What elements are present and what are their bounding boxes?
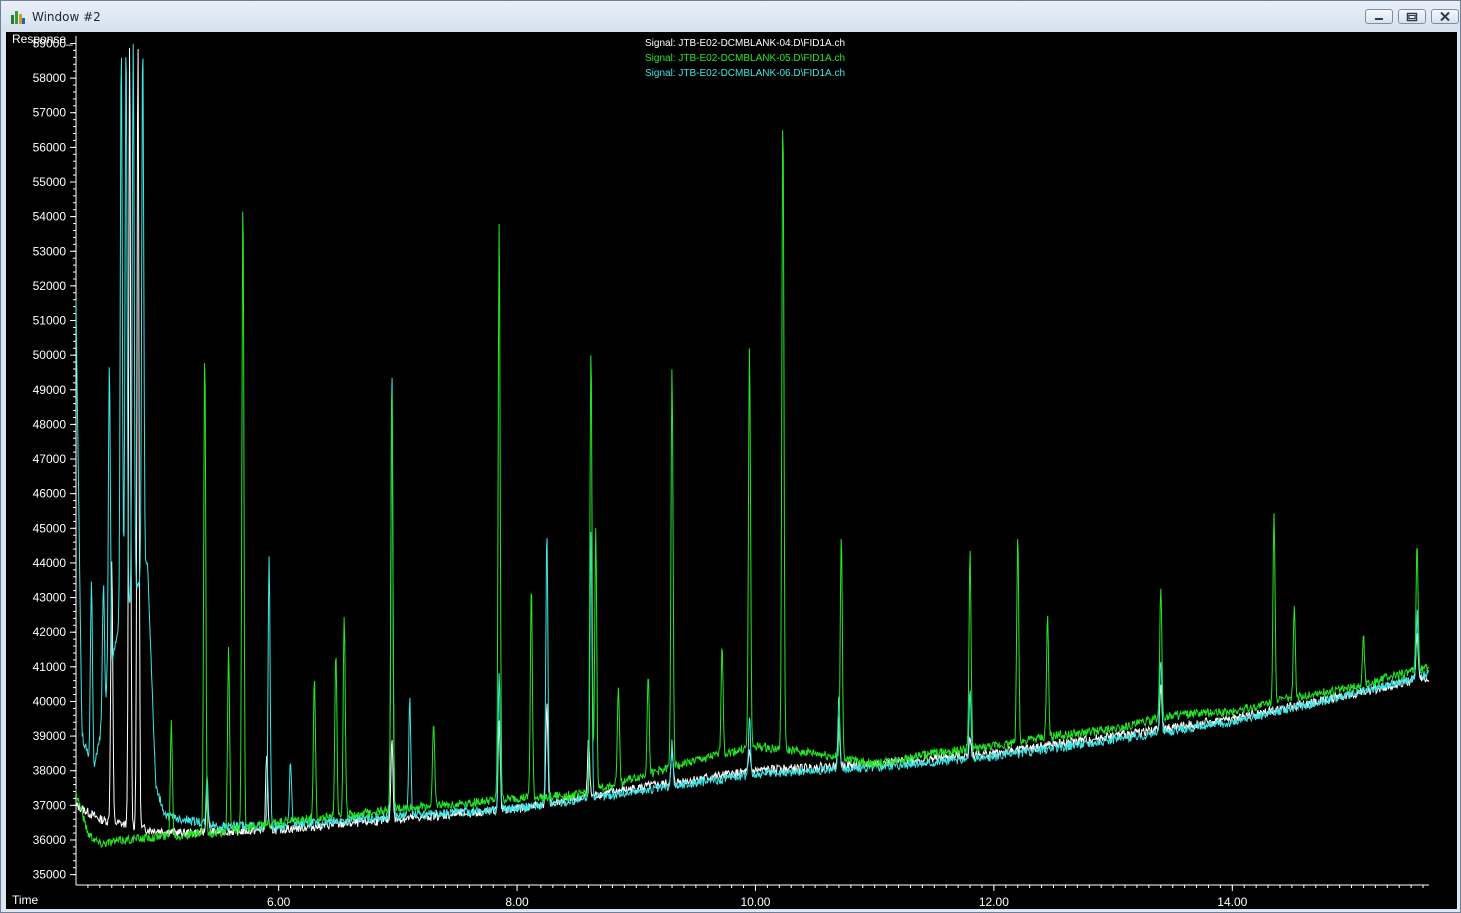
y-tick-label: 46000 <box>33 487 67 501</box>
y-tick-label: 43000 <box>33 591 67 605</box>
legend: Signal: JTB-E02-DCMBLANK-04.D\FID1A.ch S… <box>645 36 845 81</box>
y-tick-label: 52000 <box>33 279 67 293</box>
chromatogram-plot[interactable]: 35000 36000 37000 38000 39000 40000 41000 42000… <box>6 32 1457 909</box>
title-bar[interactable]: Window #2 <box>1 1 1460 32</box>
y-tick-label: 41000 <box>33 660 67 674</box>
y-axis-label: Response_ <box>12 32 73 46</box>
chart-canvas: 35000 36000 37000 38000 39000 40000 41000 42000… <box>33 36 1430 909</box>
y-tick-label: 50000 <box>33 348 67 362</box>
close-button[interactable] <box>1431 9 1459 24</box>
x-tick-label: 6.00 <box>267 895 291 909</box>
y-tick-label: 49000 <box>33 383 67 397</box>
y-tick-label: 58000 <box>33 71 67 85</box>
y-tick-label: 51000 <box>33 314 67 328</box>
legend-entry-blank-04: Signal: JTB-E02-DCMBLANK-04.D\FID1A.ch <box>645 38 846 49</box>
x-tick-label: 10.00 <box>740 895 770 909</box>
x-tick-label: 12.00 <box>979 895 1009 909</box>
series-line-4 <box>75 48 1430 839</box>
app-icon <box>10 9 26 25</box>
x-axis-label: Time <box>12 893 39 907</box>
legend-entry-blank-06: Signal: JTB-E02-DCMBLANK-06.D\FID1A.ch <box>645 68 846 79</box>
y-tick-label: 54000 <box>33 210 67 224</box>
y-tick-label: 38000 <box>33 764 67 778</box>
window-title: Window #2 <box>32 10 101 24</box>
y-tick-label: 47000 <box>33 452 67 466</box>
x-tick-label: 14.00 <box>1217 895 1247 909</box>
y-tick-label: 37000 <box>33 798 67 812</box>
y-tick-label: 57000 <box>33 106 67 120</box>
y-tick-label: 45000 <box>33 521 67 535</box>
y-tick-label: 48000 <box>33 417 67 431</box>
y-tick-label: 44000 <box>33 556 67 570</box>
y-tick-label: 36000 <box>33 833 67 847</box>
minimize-icon <box>1375 18 1383 20</box>
series-line-5 <box>75 130 1430 848</box>
y-tick-label: 55000 <box>33 175 67 189</box>
y-tick-label: 59000 <box>33 36 67 50</box>
close-icon <box>1440 11 1450 22</box>
minimize-button[interactable] <box>1365 9 1393 24</box>
x-tick-label: 8.00 <box>505 895 529 909</box>
legend-entry-blank-05: Signal: JTB-E02-DCMBLANK-05.D\FID1A.ch <box>645 53 846 64</box>
y-tick-label: 42000 <box>33 625 67 639</box>
y-tick-label: 56000 <box>33 140 67 154</box>
y-tick-label: 35000 <box>33 868 67 882</box>
restore-button[interactable] <box>1398 9 1426 24</box>
restore-icon <box>1406 12 1418 22</box>
y-tick-label: 53000 <box>33 244 67 258</box>
y-tick-label: 39000 <box>33 729 67 743</box>
y-tick-label: 40000 <box>33 694 67 708</box>
